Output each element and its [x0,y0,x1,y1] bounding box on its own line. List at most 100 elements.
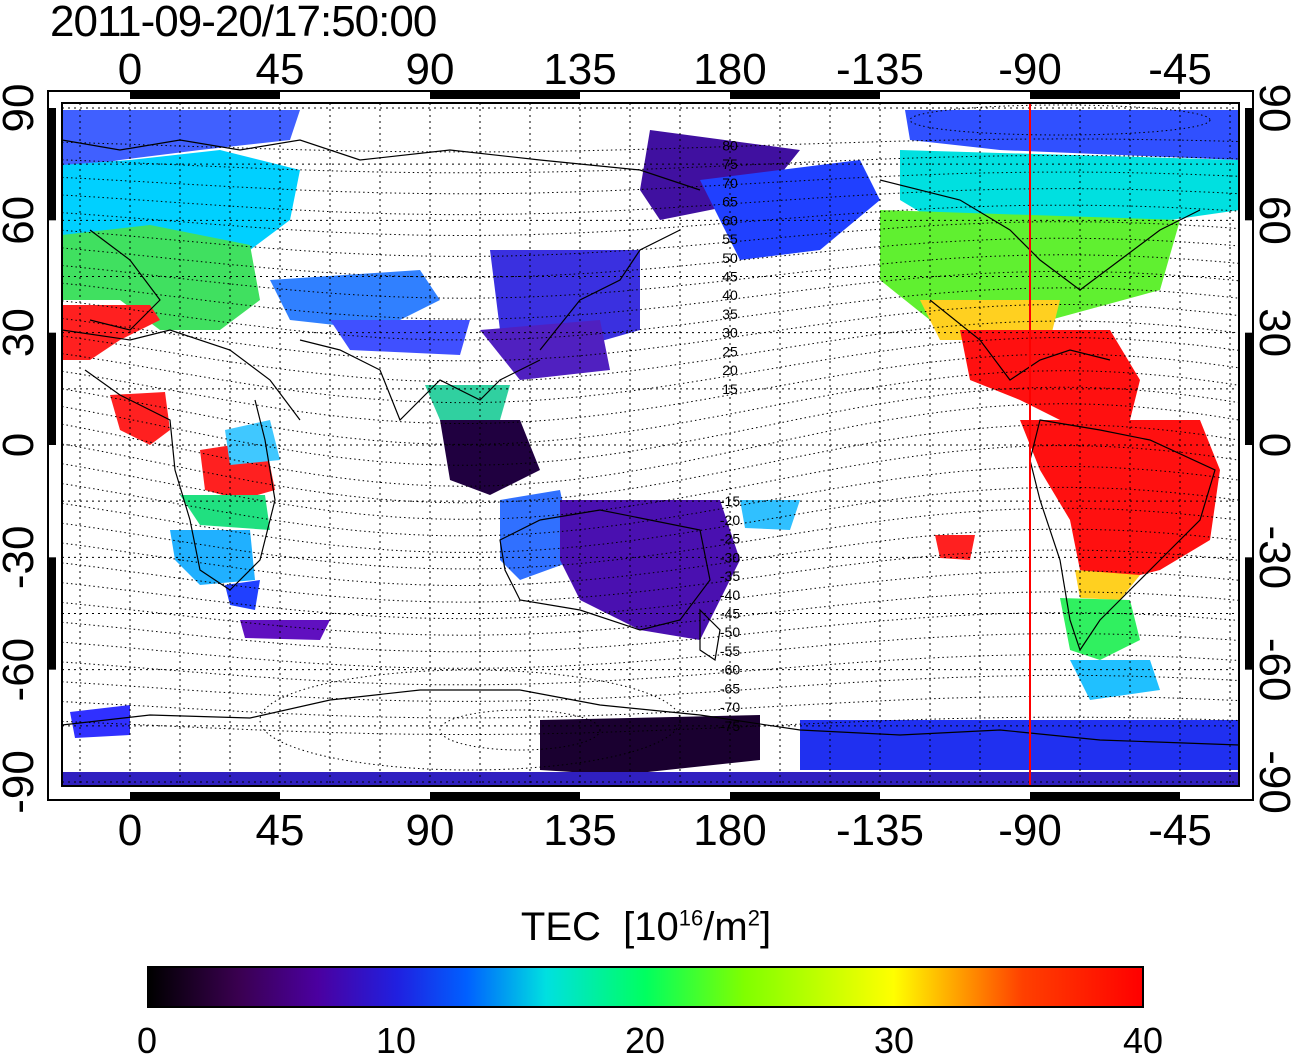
top-lon-label: 90 [406,45,455,94]
mlat-contour [62,695,1239,719]
colorbar [147,966,1144,1008]
mlat-contour [62,370,1239,445]
coastline [699,608,721,662]
tec-region [700,160,880,260]
mlat-contour [62,188,1239,216]
inner-frame [61,102,1240,787]
mlat-contour [62,270,1239,320]
contour-label: -65 [720,680,740,696]
coastlines [62,139,1239,746]
contour-label: -40 [720,587,740,603]
coastline [539,229,681,351]
contour-label: 45 [722,269,738,285]
tec-region [225,420,280,465]
mlat-contour [62,654,1239,686]
mlat-contour [62,507,1239,570]
left-lat-label: 90 [0,84,43,133]
left-lat-label: -90 [0,750,43,814]
mlat-contour [62,528,1239,586]
frame-tick-band [430,91,580,99]
timestamp-title: 2011-09-20/17:50:00 [50,0,437,46]
mlat-contour [62,445,1239,520]
tec-region [240,620,330,640]
colorbar-title-per: /m [703,905,748,949]
coastline [499,509,711,631]
contour-label: -45 [720,606,740,622]
contour-label: 70 [722,175,738,191]
tec-region [935,535,975,560]
tec-region [1020,420,1220,580]
mlat-contour [62,633,1239,669]
mlat-contour [62,353,1239,424]
right-lat-label: 30 [1250,308,1292,357]
tec-region [425,385,510,420]
tec-region [270,270,440,330]
frame-tick-band [430,792,580,800]
tec-region [180,495,270,530]
bottom-lon-label: 135 [543,806,616,855]
mlat-contour [62,424,1239,504]
top-lon-label: -135 [836,45,924,94]
frame-tick-band [1245,557,1253,670]
right-lat-label: -90 [1250,750,1292,814]
colorbar-title-units: [10 [623,905,679,949]
mlat-contour [62,549,1239,603]
tec-region [900,150,1239,230]
tec-region [62,225,260,330]
colorbar-title-variable: TEC [520,905,601,949]
coastline [879,179,1201,291]
left-lat-label: 30 [0,308,43,357]
magnetic-latitude-contours [62,104,1239,771]
tec-region [540,715,760,775]
bottom-lon-label: -135 [836,806,924,855]
colorbar-tick-10: 10 [375,1020,417,1061]
tec-map: 0 45 90 135 180 -135 -90 -450 45 90 135 180 -135 -90-… [0,45,1292,855]
tec-region [1075,570,1140,600]
outer-frame [47,90,1254,801]
mlat-contour [62,287,1239,341]
contour-label: 50 [722,250,738,266]
contour-label: -25 [720,531,740,547]
left-lat-label: 0 [0,433,43,457]
contour-label: -60 [720,662,740,678]
top-lon-label: 180 [693,45,766,94]
tec-region [490,250,640,350]
frame-tick-band [48,332,56,445]
tec-region [480,320,610,380]
right-lat-label: 90 [1250,84,1292,133]
contour-label: -20 [720,512,740,528]
top-lon-label: 45 [256,45,305,94]
contour-label: 60 [722,212,738,228]
colorbar-tick-40: 40 [1122,1020,1164,1061]
frame-tick-band [1030,91,1180,99]
frame-tick-band [48,108,56,221]
left-lat-label: 60 [0,196,43,245]
frame-tick-band [730,91,880,99]
tec-region [110,392,170,445]
colorbar-tick-30: 30 [873,1020,915,1061]
colorbar-title-exponent: 16 [678,905,704,931]
tec-region [560,500,740,640]
colorbar-title-area-exponent: 2 [747,905,760,931]
mlat-contour [62,304,1239,362]
tec-data-layer [62,110,1239,786]
colorbar-title-close: ] [759,905,772,949]
mlat-contour [62,221,1239,257]
frame-tick-band [1245,332,1253,445]
contour-label: 40 [722,287,738,303]
mlat-contour [62,386,1239,466]
mlat-contour [62,466,1239,537]
frame-tick-band [1030,792,1180,800]
map-frame [47,90,1254,801]
frame-tick-band [130,792,280,800]
bottom-lon-label: 180 [693,806,766,855]
contour-label: -70 [720,699,740,715]
tec-region [62,772,1239,786]
coastline [929,299,1111,381]
frame-tick-band [730,792,880,800]
contour-label: -15 [720,493,740,509]
coastline [89,229,161,331]
contour-label: -55 [720,643,740,659]
colorbar-tick-20: 20 [624,1020,666,1061]
mlat-contour [439,709,601,751]
